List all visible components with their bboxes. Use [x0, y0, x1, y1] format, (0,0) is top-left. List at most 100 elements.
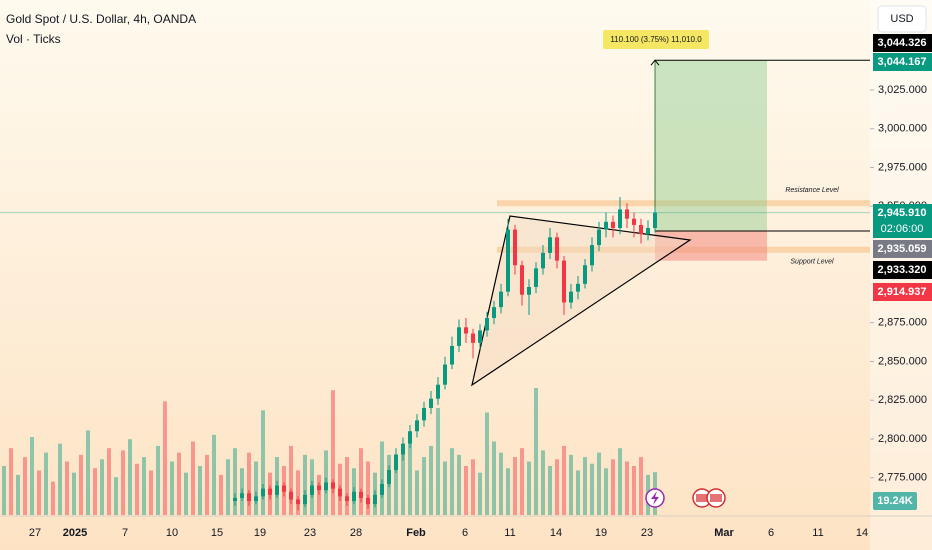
- candle-body: [296, 499, 300, 505]
- candle-body: [464, 327, 468, 334]
- x-tick-label: 19: [595, 527, 607, 539]
- candle-body: [429, 398, 433, 408]
- volume-bar: [611, 459, 615, 515]
- candle-body: [457, 327, 461, 346]
- x-tick-label: Feb: [406, 527, 426, 539]
- x-tick-label: 28: [350, 527, 362, 539]
- candle-body: [506, 229, 510, 292]
- volume-bar: [569, 454, 573, 515]
- volume-bar: [51, 481, 55, 515]
- volume-bar: [513, 457, 517, 515]
- volume-bar: [562, 445, 566, 515]
- volume-bar: [261, 410, 265, 515]
- volume-bar: [128, 439, 132, 515]
- price-flag: [873, 283, 932, 301]
- y-tick-label: 2,975.000: [878, 161, 927, 173]
- candle-body: [233, 497, 237, 502]
- price-flag-label: 3,044.326: [878, 37, 927, 49]
- volume-bar: [583, 457, 587, 515]
- price-flag-label: 2,935.059: [878, 243, 927, 255]
- x-tick-label: 7: [122, 527, 128, 539]
- volume-bar: [184, 472, 188, 515]
- candle-body: [478, 330, 482, 343]
- volume-bar: [464, 465, 468, 515]
- volume-bar: [30, 437, 34, 515]
- candle-body: [261, 488, 265, 497]
- flag-icon: [696, 494, 708, 502]
- volume-bar: [415, 470, 419, 515]
- y-tick-label: 2,825.000: [878, 394, 927, 406]
- price-flag: [873, 204, 932, 238]
- volume-bar: [422, 457, 426, 515]
- candle-body: [310, 485, 314, 495]
- volume-bar: [555, 459, 559, 515]
- drawings: Resistance Level Support Level 110.100 (3.…: [0, 30, 870, 266]
- x-tick-label: 23: [641, 527, 653, 539]
- currency-button[interactable]: [877, 5, 927, 33]
- y-tick-label: 2,875.000: [878, 317, 927, 329]
- candles: [233, 197, 657, 511]
- volume-bar: [2, 465, 6, 515]
- volume-bar: [590, 463, 594, 515]
- candle-body: [639, 224, 643, 235]
- x-tick-label: 19: [254, 527, 266, 539]
- x-tick-label: 15: [211, 527, 223, 539]
- volume-bar: [632, 465, 636, 515]
- volume-bar: [520, 448, 524, 515]
- candle-body: [408, 431, 412, 444]
- candle-body: [254, 496, 258, 502]
- flag-icon: [710, 494, 722, 502]
- x-tick-label: Mar: [714, 527, 734, 539]
- candle-body: [275, 485, 279, 495]
- candle-body: [345, 496, 349, 502]
- x-tick-label: 27: [29, 527, 41, 539]
- volume-bar: [16, 474, 20, 515]
- volume-bar: [625, 461, 629, 515]
- volume-bar: [436, 408, 440, 515]
- resistance-label: Resistance Level: [785, 187, 839, 194]
- currency-label[interactable]: USD: [890, 13, 913, 25]
- candle-body: [534, 268, 538, 287]
- candle-body: [527, 286, 531, 295]
- volume-bar: [478, 472, 482, 515]
- price-flag: [873, 261, 932, 279]
- volume-bar: [317, 474, 321, 515]
- support-label: Support Level: [790, 259, 834, 266]
- candle-body: [562, 260, 566, 303]
- candle-body: [436, 384, 440, 399]
- price-flag-label: 2,914.937: [878, 286, 927, 298]
- candle-body: [548, 237, 552, 253]
- candle-body: [499, 291, 503, 308]
- price-flag-label: 2,945.910: [878, 207, 927, 219]
- candle-body: [618, 209, 622, 229]
- candle-body: [646, 228, 650, 235]
- volume-bar: [331, 390, 335, 515]
- volume-bar: [177, 452, 181, 515]
- volume-bar: [303, 454, 307, 515]
- volume-bar: [604, 468, 608, 515]
- volume-bar: [107, 448, 111, 515]
- volume-bar: [429, 445, 433, 515]
- volume-bar: [156, 445, 160, 515]
- price-flag-label: 2,933.320: [878, 264, 927, 276]
- candle-body: [520, 265, 524, 295]
- volume-bar: [23, 457, 27, 515]
- candle-body: [576, 283, 580, 292]
- candle-body: [247, 493, 251, 502]
- volume-bar: [541, 450, 545, 515]
- volume-bar: [149, 470, 153, 515]
- volume-bar: [471, 459, 475, 515]
- measure-box: [603, 30, 709, 49]
- volume-bar: [226, 459, 230, 515]
- candle-body: [653, 212, 657, 229]
- measure-label: 110.100 (3.75%) 11,010.0: [610, 35, 702, 44]
- volume-bar: [212, 434, 216, 515]
- volume-bar: [114, 477, 118, 515]
- loss-zone: [655, 231, 767, 261]
- candle-body: [604, 221, 608, 230]
- x-tick-label: 11: [812, 527, 823, 539]
- candle-body: [268, 488, 272, 495]
- volume-bar: [296, 470, 300, 515]
- candle-body: [611, 221, 615, 229]
